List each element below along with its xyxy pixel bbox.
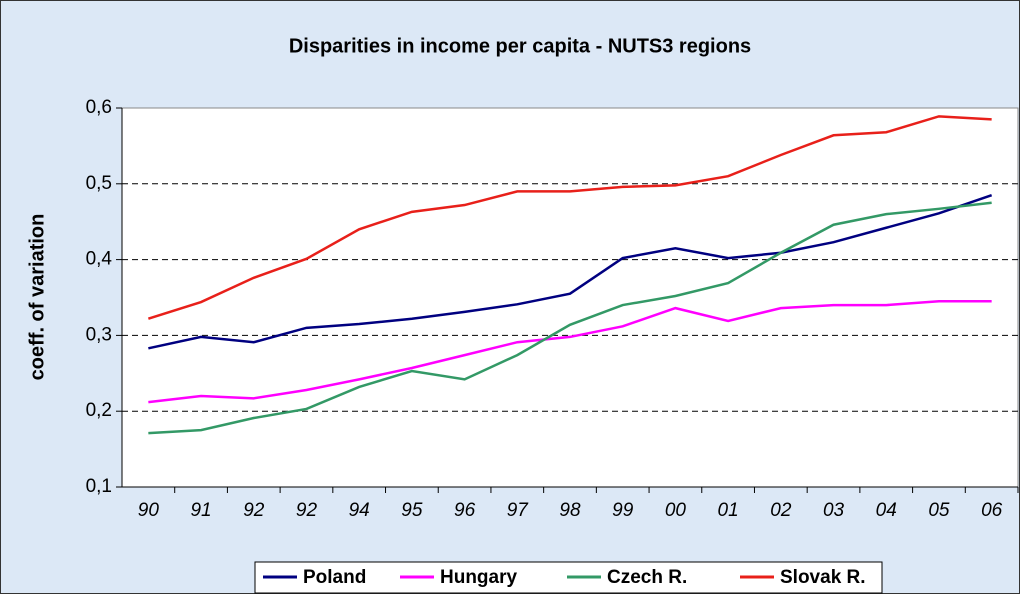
x-tick-label: 01 <box>718 500 739 521</box>
y-tick-label: 0,3 <box>86 324 112 345</box>
x-tick-label: 94 <box>349 500 370 521</box>
y-tick-label: 0,5 <box>86 173 112 194</box>
x-tick-label: 91 <box>190 500 211 521</box>
x-tick-label: 97 <box>507 500 530 521</box>
series-line <box>148 300 992 404</box>
series-line <box>147 115 992 320</box>
legend-label: Poland <box>303 567 366 588</box>
x-tick-label: 98 <box>559 500 581 521</box>
y-axis-label: coeff. of variation <box>26 214 48 381</box>
x-tick-label: 92 <box>296 500 318 521</box>
legend-label: Slovak R. <box>780 567 866 588</box>
x-tick-label: 92 <box>243 500 265 521</box>
y-tick-label: 0,1 <box>86 476 112 497</box>
x-tick-label: 05 <box>928 500 950 521</box>
series-line <box>148 193 993 350</box>
legend-label: Hungary <box>440 567 518 588</box>
y-tick-label: 0,2 <box>86 400 112 421</box>
x-tick-label: 06 <box>981 500 1003 521</box>
x-tick-label: 90 <box>138 500 160 521</box>
x-tick-label: 04 <box>876 500 897 521</box>
x-tick-label: 03 <box>823 500 845 521</box>
x-tick-label: 99 <box>612 500 634 521</box>
chart-title: Disparities in income per capita - NUTS3… <box>289 35 751 57</box>
x-tick-label: 02 <box>770 500 792 521</box>
plot-area <box>121 107 1019 488</box>
legend-label: Czech R. <box>607 567 687 588</box>
x-tick-label: 00 <box>665 500 687 521</box>
x-tick-label: 96 <box>454 500 476 521</box>
x-tick-label: 95 <box>401 500 423 521</box>
y-tick-label: 0,4 <box>86 249 113 270</box>
y-tick-label: 0,6 <box>86 97 112 118</box>
series-line <box>148 201 992 435</box>
